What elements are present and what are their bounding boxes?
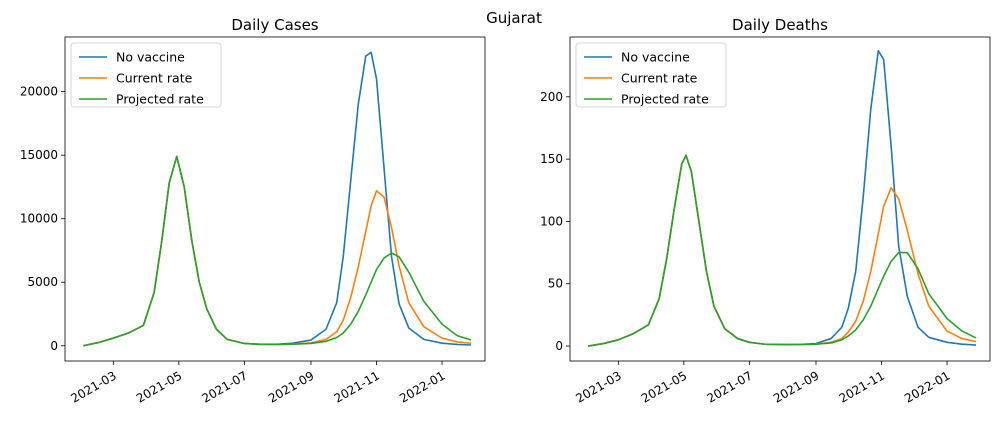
series-line-current-rate [588, 154, 977, 347]
daily-deaths-chart: Daily Deaths 0 50 100 150 200 2021-03 2021-05 20… [540, 16, 991, 406]
legend-label: Projected rate [621, 92, 709, 107]
legend-box [575, 42, 727, 108]
chart-title: Daily Cases [231, 16, 318, 34]
x-tick-label: 2021-09 [771, 368, 821, 405]
series-line-current-rate [83, 155, 472, 347]
legend-box [70, 42, 222, 108]
y-tick-label: 15000 [20, 148, 58, 162]
daily-cases-chart: Daily Cases 0 5000 10000 15000 20000 2021-03 20… [20, 16, 486, 406]
y-tick-label: 0 [555, 339, 563, 353]
x-tick-label: 2021-07 [704, 368, 754, 405]
legend: No vaccine Current rate Projected rate [70, 42, 222, 108]
y-tick-label: 50 [548, 277, 563, 291]
plot-frame [64, 36, 486, 362]
y-tick-label: 5000 [27, 275, 58, 289]
legend-label: Projected rate [116, 92, 204, 107]
x-tick-label: 2021-07 [199, 368, 249, 405]
legend-label: No vaccine [621, 50, 690, 65]
series-line-projected-rate [588, 154, 977, 347]
y-tick-label: 200 [540, 90, 563, 104]
legend: No vaccine Current rate Projected rate [575, 42, 727, 108]
plot-frame [569, 36, 991, 362]
x-tick-label: 2021-03 [68, 368, 118, 405]
chart-title: Daily Deaths [732, 16, 828, 34]
y-tick-label: 20000 [20, 85, 58, 99]
figure-suptitle: Gujarat [486, 9, 542, 27]
series-line-projected-rate [83, 155, 472, 347]
legend-label: Current rate [621, 71, 698, 86]
x-tick-label: 2021-11 [332, 368, 382, 405]
x-tick-label: 2021-05 [639, 368, 689, 405]
x-tick-label: 2022-01 [902, 368, 952, 405]
y-tick-label: 10000 [20, 212, 58, 226]
y-tick-label: 100 [540, 214, 563, 228]
x-tick-label: 2022-01 [397, 368, 447, 405]
x-tick-label: 2021-11 [837, 368, 887, 405]
x-tick-label: 2021-09 [266, 368, 316, 405]
x-tick-label: 2021-05 [134, 368, 184, 405]
y-tick-label: 0 [50, 339, 58, 353]
legend-label: Current rate [116, 71, 193, 86]
y-tick-label: 150 [540, 152, 563, 166]
legend-label: No vaccine [116, 50, 185, 65]
x-tick-label: 2021-03 [573, 368, 623, 405]
